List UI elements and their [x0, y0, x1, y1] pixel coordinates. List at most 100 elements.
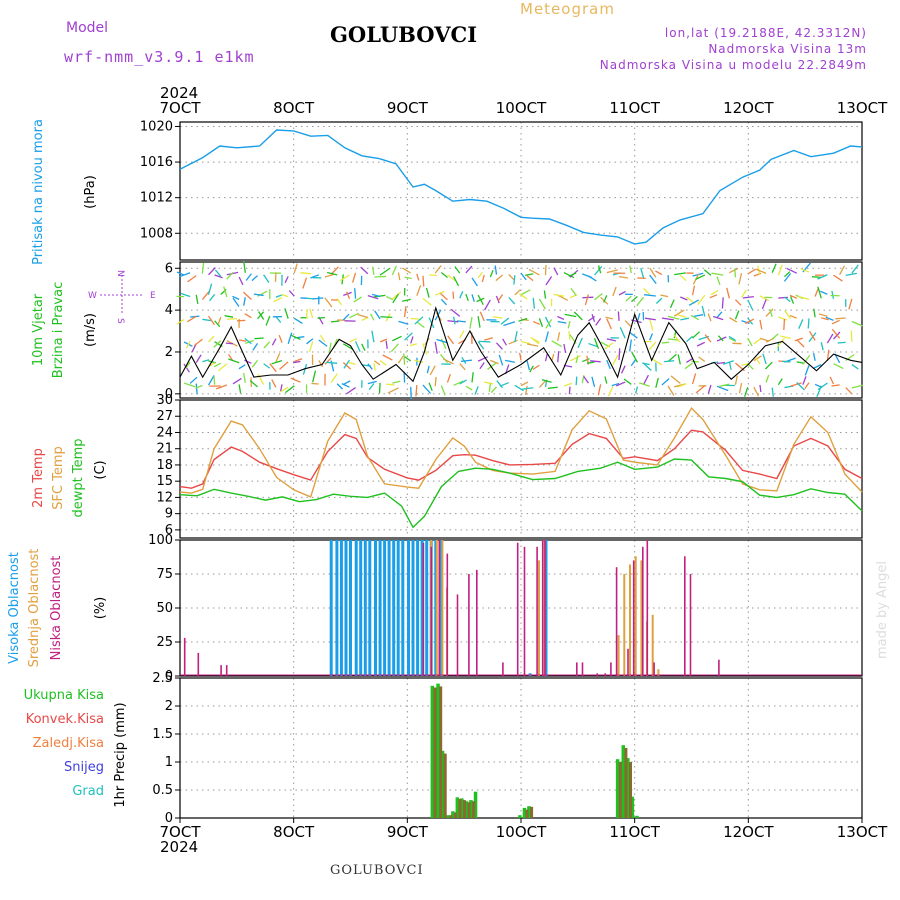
wind-barb — [434, 290, 445, 296]
temperature-y-tick-label: 18 — [156, 458, 173, 473]
wind-barb — [519, 293, 528, 300]
wind-barb — [745, 318, 755, 325]
temperature-y-tick-label: 27 — [156, 409, 173, 424]
wind-barb — [545, 276, 553, 286]
wind-barb — [655, 297, 663, 304]
wind-barb — [489, 269, 494, 278]
wind-barb — [392, 380, 401, 384]
precip-bar-total — [522, 807, 527, 818]
wind-barb — [391, 291, 402, 300]
wind-barb — [734, 299, 742, 306]
wind-barb — [201, 290, 210, 300]
wind-barb — [851, 264, 859, 274]
wind-barb — [476, 297, 485, 303]
wind-barb — [471, 277, 478, 287]
wind-barb — [575, 376, 578, 386]
wind-barb — [342, 380, 351, 386]
wind-barb — [649, 333, 654, 341]
wind-barb — [368, 382, 375, 391]
wind-barb — [263, 274, 270, 283]
wind-barb — [379, 338, 388, 343]
precip-bar-conv — [624, 748, 628, 818]
wind-barb — [808, 330, 816, 341]
wind-barb — [612, 354, 619, 366]
wind-barb — [207, 375, 215, 386]
cloud-bar-high — [363, 540, 367, 676]
wind-barb — [459, 291, 464, 299]
wind-barb — [729, 337, 737, 342]
wind-barb — [679, 274, 687, 282]
wind-barb — [776, 337, 785, 348]
wind-barb — [275, 316, 282, 324]
wind-barb — [784, 271, 791, 278]
wind-barb — [759, 337, 770, 342]
wind-barb — [492, 316, 503, 319]
wind-barb — [786, 267, 798, 274]
cloud-bar-mid — [435, 540, 438, 676]
cloud-bar-high — [425, 540, 429, 676]
wind-barb — [747, 337, 753, 347]
wind-barb — [193, 338, 203, 347]
compass-s: S — [115, 318, 125, 324]
wind-barb — [636, 296, 645, 307]
wind-barb — [629, 339, 632, 352]
wind-barb — [328, 342, 332, 354]
wind-barb — [414, 359, 424, 364]
wind-barb — [765, 308, 774, 317]
cloud-bar-high — [359, 540, 363, 676]
wind-barb — [426, 365, 430, 374]
wind-barb — [310, 274, 320, 279]
wind-barb — [831, 290, 835, 299]
wind-barb — [839, 265, 846, 276]
wind-barb — [759, 295, 770, 302]
wind-barb — [454, 266, 461, 274]
wind-barb — [544, 353, 548, 362]
cloud-bar-high — [396, 540, 400, 676]
wind-barb — [804, 382, 810, 389]
wind-barb — [821, 317, 829, 321]
wind-barb — [696, 341, 706, 347]
wind-barb — [487, 362, 497, 370]
wind-barb — [484, 337, 493, 341]
precip-bar-total — [615, 759, 620, 818]
wind-barb — [477, 316, 481, 328]
wind-frame — [179, 261, 863, 399]
wind-barb — [496, 380, 504, 389]
wind-barb — [575, 355, 579, 364]
wind-barb — [520, 289, 531, 296]
wind-barb — [677, 354, 681, 365]
wind-barb — [759, 384, 762, 393]
wind-barb — [440, 271, 448, 279]
cloud-bar-low — [653, 662, 655, 676]
wind-barb — [771, 387, 774, 397]
wind-barb — [524, 385, 528, 396]
wind-barb — [661, 378, 670, 386]
precip-bar-conv — [453, 812, 457, 818]
wind-barb — [201, 262, 205, 274]
cloud-ylabel-sub2: Niska Oblacnost — [49, 556, 64, 661]
cloud-bar-low — [502, 662, 504, 676]
wind-barb — [479, 362, 485, 370]
wind-barb — [471, 294, 475, 302]
wind-barb — [538, 318, 544, 328]
cloud-bar-high — [401, 540, 405, 676]
wind-barb — [508, 339, 518, 345]
wind-barb — [701, 305, 706, 317]
wind-barb — [734, 375, 738, 385]
temperature-y-tick-label: 30 — [156, 393, 173, 408]
wind-barb — [183, 382, 196, 388]
wind-barb — [410, 336, 414, 344]
x-tick-label-top: 8OCT — [273, 99, 315, 117]
wind-barb — [195, 354, 202, 363]
wind-barb — [563, 343, 567, 354]
precip-bar-total — [436, 683, 440, 818]
wind-barb — [582, 358, 590, 363]
wind-barb — [185, 361, 191, 369]
cloud-bar-high — [344, 540, 348, 676]
wind-barb — [367, 380, 377, 385]
wind-barb — [251, 275, 258, 282]
cloud-bar-high — [407, 540, 410, 676]
wind-barb — [814, 288, 819, 297]
wind-barb — [319, 334, 326, 343]
wind-barb — [271, 359, 283, 365]
